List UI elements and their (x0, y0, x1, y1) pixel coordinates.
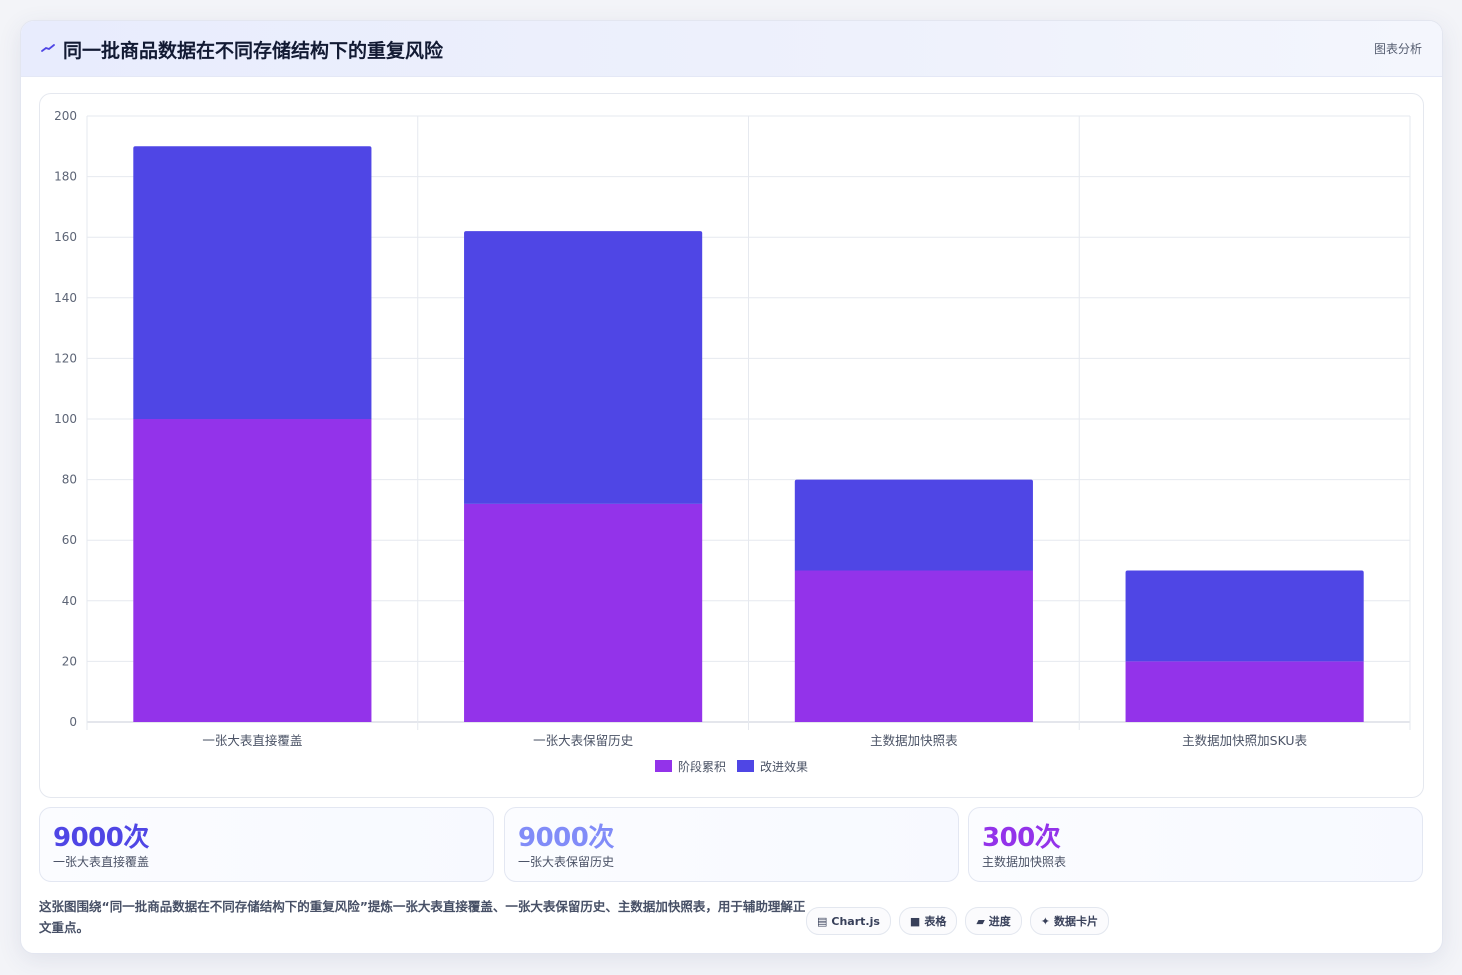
card-header: 同一批商品数据在不同存储结构下的重复风险 图表分析 (21, 21, 1442, 77)
y-tick-label: 0 (69, 715, 77, 729)
x-tick-label: 一张大表保留历史 (533, 733, 634, 748)
stat-label: 主数据加快照表 (982, 855, 1067, 869)
stat-value: 300次 (982, 823, 1061, 853)
stat-value: 9000次 (518, 823, 614, 853)
chip-label: 进度 (988, 915, 1011, 928)
stat-label: 一张大表保留历史 (518, 855, 615, 869)
stat-card-1: 9000次 一张大表直接覆盖 (39, 807, 494, 882)
stat-card-2: 9000次 一张大表保留历史 (504, 807, 959, 882)
chip-label: 数据卡片 (1054, 915, 1099, 928)
bar-stage-cumulative (1125, 661, 1364, 722)
stat-card-3: 300次 主数据加快照表 (968, 807, 1423, 882)
trend-line-icon (41, 44, 55, 52)
y-tick-label: 100 (54, 412, 77, 426)
y-tick-label: 80 (62, 473, 77, 487)
bar-improvement (794, 479, 1033, 571)
stat-value: 9000次 (53, 823, 149, 853)
legend-swatch (737, 760, 754, 772)
y-tick-label: 120 (54, 351, 77, 365)
y-tick-label: 180 (54, 170, 77, 184)
chip-chartjs[interactable]: ▤ Chart.js (806, 907, 891, 935)
bar-stage-cumulative (133, 419, 372, 722)
progress-icon: ▰ (976, 914, 985, 928)
y-tick-label: 160 (54, 230, 77, 244)
stacked-bar-chart: 0 20 40 60 80 100 120 140 160 180 200 一张大表直接覆盖 一张大表保… (54, 109, 1411, 774)
legend-swatch (655, 760, 672, 772)
chip-label: 表格 (924, 915, 947, 928)
y-tick-label: 60 (62, 533, 77, 547)
y-tick-label: 140 (54, 291, 77, 305)
chart-icon: ▤ (817, 914, 828, 928)
chart-card: 同一批商品数据在不同存储结构下的重复风险 图表分析 0 20 40 60 80 100 12… (20, 20, 1443, 954)
y-tick-label: 200 (54, 109, 77, 123)
chip-data-card[interactable]: ✦ 数据卡片 (1029, 907, 1110, 935)
bar-improvement (464, 231, 703, 504)
x-tick-label: 主数据加快照加SKU表 (1182, 733, 1307, 748)
table-icon: ■ (909, 914, 921, 928)
bar-improvement (133, 146, 372, 420)
chart-description: 这张图围绕“同一批商品数据在不同存储结构下的重复风险”提炼一张大表直接覆盖、一张… (39, 899, 806, 935)
bar-improvement (1125, 570, 1364, 662)
chip-table[interactable]: ■ 表格 (898, 907, 958, 935)
sparkle-icon: ✦ (1040, 914, 1051, 928)
y-tick-label: 20 (62, 654, 77, 668)
legend-label: 改进效果 (760, 759, 808, 774)
chip-progress[interactable]: ▰ 进度 (965, 907, 1022, 935)
y-tick-label: 40 (62, 594, 77, 608)
chart-panel: 0 20 40 60 80 100 120 140 160 180 200 一张大表直接覆盖 一张大表保… (39, 93, 1424, 798)
page-title: 同一批商品数据在不同存储结构下的重复风险 (63, 40, 444, 62)
chip-label: Chart.js (831, 914, 880, 928)
x-tick-label: 主数据加快照表 (870, 733, 958, 748)
x-tick-label: 一张大表直接覆盖 (202, 733, 302, 748)
bar-stage-cumulative (464, 503, 703, 722)
chart-analysis-label: 图表分析 (1373, 42, 1422, 56)
stat-label: 一张大表直接覆盖 (53, 855, 150, 869)
legend-label: 阶段累积 (678, 759, 726, 774)
tag-chips: ▤ Chart.js ■ 表格 ▰ 进度 ✦ 数据卡片 (806, 907, 1110, 935)
bar-stage-cumulative (794, 570, 1033, 722)
